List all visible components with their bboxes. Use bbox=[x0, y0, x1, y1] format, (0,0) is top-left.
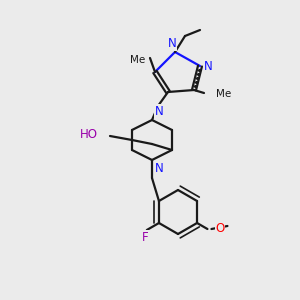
Text: N: N bbox=[155, 162, 164, 175]
Text: N: N bbox=[168, 37, 176, 50]
Text: N: N bbox=[155, 105, 164, 118]
Text: F: F bbox=[142, 231, 148, 244]
Text: Me: Me bbox=[130, 55, 146, 65]
Text: O: O bbox=[215, 223, 225, 236]
Text: Me: Me bbox=[216, 89, 231, 99]
Text: N: N bbox=[204, 59, 213, 73]
Text: HO: HO bbox=[80, 128, 98, 140]
